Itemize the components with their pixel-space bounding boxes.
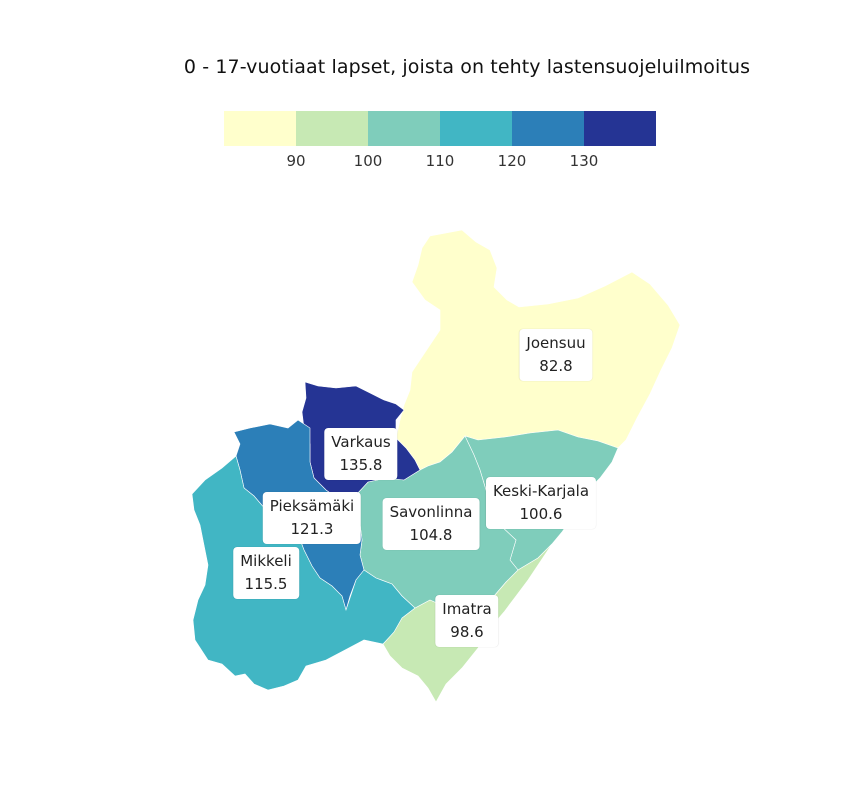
label-savonlinna-value: 104.8 — [409, 526, 453, 544]
label-pieksamaki-name: Pieksämäki — [269, 497, 355, 515]
label-joensuu-name: Joensuu — [526, 334, 586, 352]
label-imatra-name: Imatra — [442, 600, 492, 618]
label-pieksamaki: Pieksämäki 121.3 — [262, 492, 362, 544]
legend-ticks: 90 100 110 120 130 — [224, 152, 656, 174]
legend-tick-130: 130 — [569, 152, 599, 170]
label-mikkeli-value: 115.5 — [244, 575, 288, 593]
color-legend — [224, 111, 656, 146]
legend-swatch-2 — [368, 111, 440, 146]
legend-swatch-4 — [512, 111, 584, 146]
legend-swatch-3 — [440, 111, 512, 146]
label-varkaus-name: Varkaus — [331, 433, 391, 451]
label-savonlinna: Savonlinna 104.8 — [382, 498, 480, 550]
legend-swatch-1 — [296, 111, 368, 146]
legend-swatch-0 — [224, 111, 296, 146]
label-mikkeli: Mikkeli 115.5 — [233, 547, 299, 599]
label-imatra-value: 98.6 — [450, 623, 484, 641]
label-varkaus-value: 135.8 — [339, 456, 383, 474]
label-pieksamaki-value: 121.3 — [290, 520, 334, 538]
legend-tick-120: 120 — [497, 152, 527, 170]
legend-tick-100: 100 — [353, 152, 383, 170]
legend-tick-110: 110 — [425, 152, 455, 170]
label-joensuu-value: 82.8 — [539, 357, 573, 375]
label-keski-karjala-name: Keski-Karjala — [492, 482, 590, 500]
label-imatra: Imatra 98.6 — [435, 595, 499, 647]
label-joensuu: Joensuu 82.8 — [519, 329, 593, 381]
label-varkaus: Varkaus 135.8 — [324, 428, 398, 480]
label-savonlinna-name: Savonlinna — [389, 503, 473, 521]
label-mikkeli-name: Mikkeli — [240, 552, 292, 570]
legend-swatch-5 — [584, 111, 656, 146]
label-keski-karjala-value: 100.6 — [519, 505, 563, 523]
map-title: 0 - 17-vuotiaat lapset, joista on tehty … — [183, 56, 751, 78]
legend-tick-90: 90 — [286, 152, 306, 170]
label-keski-karjala: Keski-Karjala 100.6 — [485, 477, 597, 529]
